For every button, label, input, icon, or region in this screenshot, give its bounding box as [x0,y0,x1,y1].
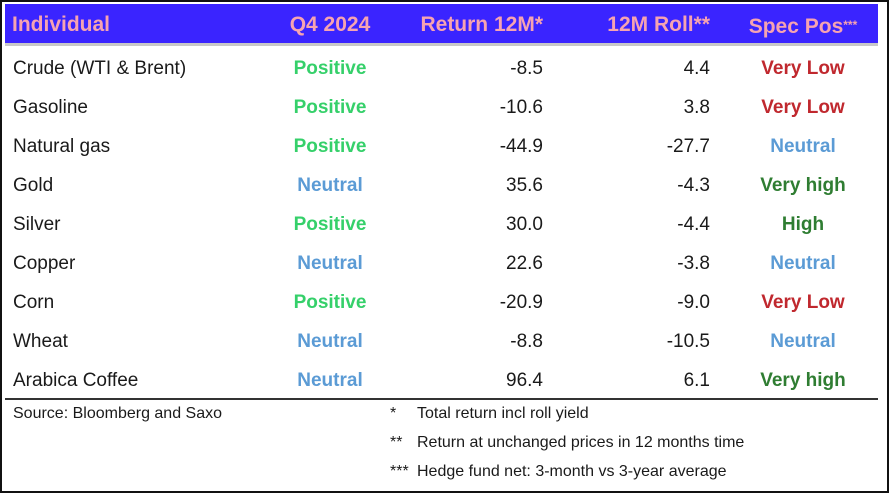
footer-divider [5,398,878,400]
cell-name: Wheat [13,331,68,352]
cell-spec-pos: Very Low [761,292,845,313]
table-row: Natural gas Positive -44.9 -27.7 Neutral [5,127,878,166]
cell-spec-pos: High [781,214,825,235]
footnote-2-text: Return at unchanged prices in 12 months … [417,434,745,451]
table-header: Individual Q4 2024 Return 12M* 12M Roll*… [5,4,878,46]
table-row: Arabica Coffee Neutral 96.4 6.1 Very high [5,361,878,400]
table-row: Wheat Neutral -8.8 -10.5 Neutral [5,322,878,361]
header-spec-pos-suffix: *** [843,18,858,32]
cell-spec-pos: Very high [760,175,846,196]
cell-return-12m: -8.8 [510,331,543,352]
cell-q4-2024: Positive [293,136,367,157]
footnote-2: ** Return at unchanged prices in 12 month… [390,434,744,452]
header-return-12m: Return 12M* [420,13,543,36]
cell-return-12m: -44.9 [499,136,543,157]
header-q4-2024: Q4 2024 [289,13,371,36]
cell-spec-pos: Neutral [770,136,836,157]
cell-name: Corn [13,292,55,313]
footnote-1: * Total return incl roll yield [390,405,589,423]
footnote-3-text: Hedge fund net: 3-month vs 3-year averag… [417,463,727,480]
header-spec-pos-label: Spec Pos [748,15,844,38]
header-individual: Individual [12,13,111,36]
cell-12m-roll: 6.1 [683,370,710,391]
table-row: Copper Neutral 22.6 -3.8 Neutral [5,244,878,283]
cell-return-12m: -10.6 [499,97,543,118]
table-row: Crude (WTI & Brent) Positive -8.5 4.4 Very L… [5,49,878,88]
table-row: Gold Neutral 35.6 -4.3 Very high [5,166,878,205]
cell-12m-roll: -10.5 [666,331,710,352]
cell-12m-roll: -9.0 [677,292,710,313]
cell-q4-2024: Neutral [297,253,363,274]
cell-12m-roll: -3.8 [677,253,710,274]
cell-q4-2024: Neutral [297,175,363,196]
table-row: Corn Positive -20.9 -9.0 Very Low [5,283,878,322]
cell-q4-2024: Positive [293,58,367,79]
header-spec-pos: Spec Pos*** [733,4,873,43]
header-12m-roll: 12M Roll** [607,13,710,36]
cell-12m-roll: 3.8 [683,97,710,118]
cell-name: Copper [13,253,76,274]
cell-12m-roll: 4.4 [683,58,710,79]
cell-12m-roll: -27.7 [666,136,710,157]
cell-return-12m: 22.6 [506,253,543,274]
footnote-3: *** Hedge fund net: 3-month vs 3-year ave… [390,463,727,481]
footnote-1-mark: * [390,405,397,422]
cell-spec-pos: Very Low [761,97,845,118]
cell-q4-2024: Positive [293,214,367,235]
cell-q4-2024: Neutral [297,370,363,391]
cell-return-12m: -20.9 [499,292,543,313]
cell-name: Crude (WTI & Brent) [13,58,187,79]
cell-12m-roll: -4.4 [677,214,710,235]
footnote-1-text: Total return incl roll yield [417,405,589,422]
cell-q4-2024: Positive [293,292,367,313]
cell-name: Gold [13,175,54,196]
cell-name: Gasoline [13,97,88,118]
table-body: Crude (WTI & Brent) Positive -8.5 4.4 Very L… [5,49,878,400]
source-note: Source: Bloomberg and Saxo [13,405,223,422]
footnote-3-mark: *** [390,463,409,480]
cell-q4-2024: Positive [293,97,367,118]
cell-spec-pos: Very high [760,370,846,391]
cell-spec-pos: Neutral [770,331,836,352]
cell-return-12m: -8.5 [510,58,543,79]
table-row: Gasoline Positive -10.6 3.8 Very Low [5,88,878,127]
cell-name: Arabica Coffee [13,370,139,391]
cell-return-12m: 35.6 [506,175,543,196]
table-row: Silver Positive 30.0 -4.4 High [5,205,878,244]
cell-spec-pos: Neutral [770,253,836,274]
cell-name: Natural gas [13,136,111,157]
cell-name: Silver [13,214,61,235]
cell-return-12m: 30.0 [506,214,543,235]
cell-spec-pos: Very Low [761,58,845,79]
footnote-2-mark: ** [390,434,403,451]
cell-12m-roll: -4.3 [677,175,710,196]
cell-return-12m: 96.4 [506,370,543,391]
cell-q4-2024: Neutral [297,331,363,352]
